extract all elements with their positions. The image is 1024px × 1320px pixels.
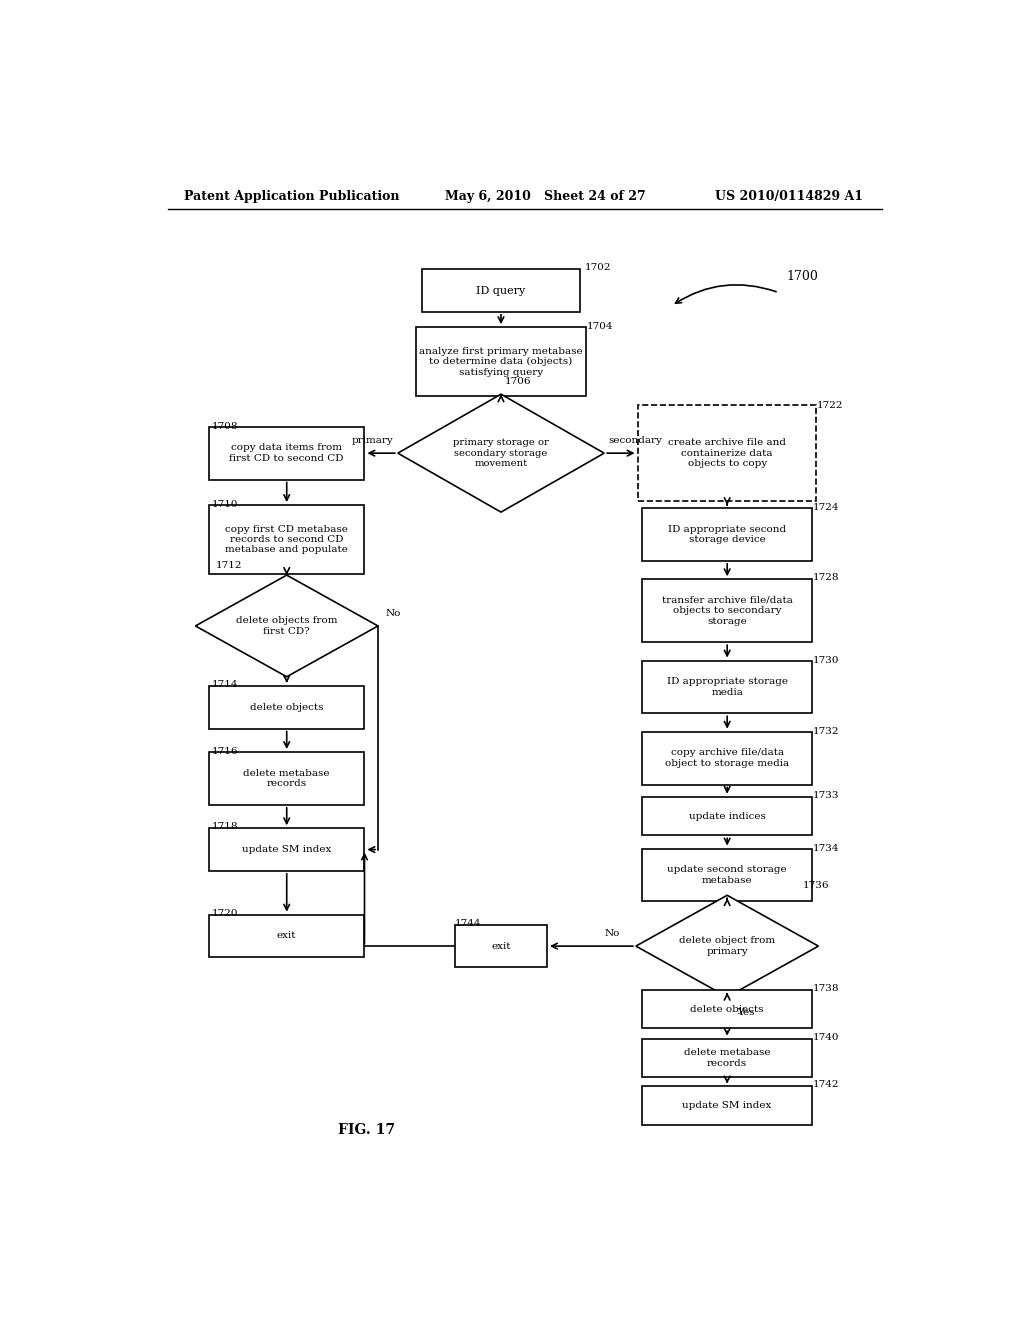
Text: create archive file and
containerize data
objects to copy: create archive file and containerize dat… xyxy=(669,438,786,469)
Text: 1742: 1742 xyxy=(813,1081,840,1089)
Text: delete objects: delete objects xyxy=(250,702,324,711)
Text: 1744: 1744 xyxy=(455,919,481,928)
Text: ID appropriate storage
media: ID appropriate storage media xyxy=(667,677,787,697)
Text: update SM index: update SM index xyxy=(682,1101,772,1110)
Text: secondary: secondary xyxy=(608,436,662,445)
Bar xyxy=(642,1086,812,1125)
Text: US 2010/0114829 A1: US 2010/0114829 A1 xyxy=(715,190,863,202)
Bar xyxy=(416,327,587,396)
Text: update SM index: update SM index xyxy=(242,845,332,854)
Text: ID appropriate second
storage device: ID appropriate second storage device xyxy=(668,525,786,544)
Bar xyxy=(638,405,816,502)
Bar xyxy=(642,731,812,784)
Text: delete objects: delete objects xyxy=(690,1005,764,1014)
Text: delete objects from
first CD?: delete objects from first CD? xyxy=(236,616,338,636)
Text: 1720: 1720 xyxy=(211,908,238,917)
Bar xyxy=(642,849,812,902)
Text: 1734: 1734 xyxy=(813,843,840,853)
Text: analyze first primary metabase
to determine data (objects)
satisfying query: analyze first primary metabase to determ… xyxy=(419,347,583,376)
Text: copy archive file/data
object to storage media: copy archive file/data object to storage… xyxy=(666,748,790,768)
Text: Yes: Yes xyxy=(736,1008,755,1018)
Text: FIG. 17: FIG. 17 xyxy=(338,1123,394,1137)
Text: 1716: 1716 xyxy=(211,747,238,756)
Bar xyxy=(422,269,581,312)
Bar xyxy=(642,797,812,836)
Text: 1718: 1718 xyxy=(211,822,238,832)
Text: ID query: ID query xyxy=(476,285,525,296)
Bar xyxy=(642,508,812,561)
Text: 1712: 1712 xyxy=(215,561,242,570)
Text: delete metabase
records: delete metabase records xyxy=(684,1048,770,1068)
Text: 1706: 1706 xyxy=(505,378,531,385)
Text: delete metabase
records: delete metabase records xyxy=(244,768,330,788)
Text: 1700: 1700 xyxy=(786,271,818,284)
Bar xyxy=(209,752,365,805)
Text: 1730: 1730 xyxy=(813,656,840,664)
Bar xyxy=(209,506,365,574)
Text: Patent Application Publication: Patent Application Publication xyxy=(183,190,399,202)
Bar xyxy=(209,828,365,871)
Text: 1722: 1722 xyxy=(817,401,844,411)
Polygon shape xyxy=(397,395,604,512)
Text: exit: exit xyxy=(492,941,511,950)
Text: transfer archive file/data
objects to secondary
storage: transfer archive file/data objects to se… xyxy=(662,595,793,626)
Text: May 6, 2010   Sheet 24 of 27: May 6, 2010 Sheet 24 of 27 xyxy=(445,190,646,202)
Bar xyxy=(642,660,812,713)
Polygon shape xyxy=(636,895,818,997)
Text: primary: primary xyxy=(352,436,394,445)
Bar xyxy=(456,925,547,968)
Text: No: No xyxy=(604,929,620,939)
Bar xyxy=(642,1039,812,1077)
Text: delete object from
primary: delete object from primary xyxy=(679,936,775,956)
Text: 1732: 1732 xyxy=(813,727,840,735)
Bar xyxy=(209,426,365,479)
Text: 1708: 1708 xyxy=(211,422,238,430)
Polygon shape xyxy=(196,576,378,677)
Text: primary storage or
secondary storage
movement: primary storage or secondary storage mov… xyxy=(453,438,549,469)
Text: 1702: 1702 xyxy=(585,263,611,272)
Text: 1733: 1733 xyxy=(813,791,840,800)
Text: 1736: 1736 xyxy=(803,882,829,890)
Text: No: No xyxy=(386,609,401,618)
Text: copy data items from
first CD to second CD: copy data items from first CD to second … xyxy=(229,444,344,463)
Text: 1724: 1724 xyxy=(813,503,840,512)
Text: update indices: update indices xyxy=(689,812,766,821)
Text: 1728: 1728 xyxy=(813,573,840,582)
Text: exit: exit xyxy=(276,932,297,940)
Text: 1710: 1710 xyxy=(211,500,238,510)
Text: copy first CD metabase
records to second CD
metabase and populate: copy first CD metabase records to second… xyxy=(225,524,348,554)
Text: 1740: 1740 xyxy=(813,1032,840,1041)
Bar xyxy=(209,686,365,729)
Text: 1704: 1704 xyxy=(587,322,613,331)
Bar xyxy=(642,990,812,1028)
Text: 1714: 1714 xyxy=(211,680,238,689)
Text: 1738: 1738 xyxy=(813,983,840,993)
Bar xyxy=(209,915,365,957)
Text: update second storage
metabase: update second storage metabase xyxy=(668,866,787,884)
Bar xyxy=(642,579,812,643)
